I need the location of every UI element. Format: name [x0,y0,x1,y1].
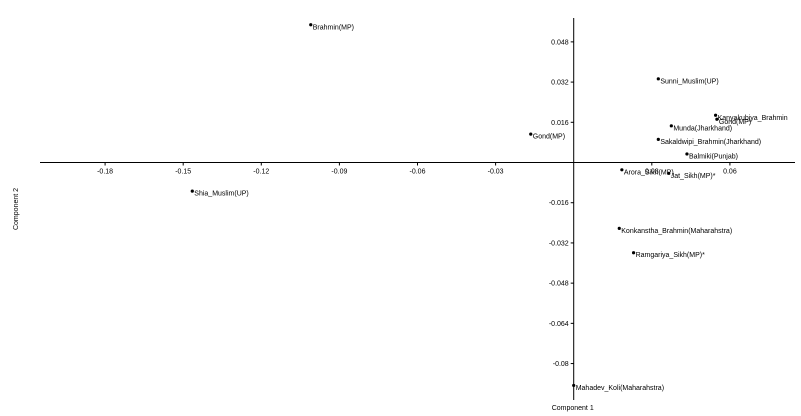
x-tick-label: 0.03 [645,169,659,176]
data-point [620,168,624,172]
y-tick-label: -0.016 [549,200,569,207]
y-tick-label: 0.032 [551,80,569,87]
data-point-label: Brahmin(MP) [313,24,354,31]
data-point-label: Balmiki(Punjab) [689,153,738,160]
data-point-label: Ramgariya_Sikh(MP)* [636,252,706,259]
x-tick-label: -0.18 [97,169,113,176]
data-point-label: Sunni_Muslim(UP) [660,78,718,85]
y-tick-label: 0.048 [551,39,569,46]
data-point-label: Gond(MP) [533,134,565,141]
data-point [656,77,660,81]
data-point [667,171,671,175]
data-point-label: Sakaldwipi_Brahmin(Jharkhand) [660,139,761,146]
data-point-label: Jat_Sikh(MP)* [671,173,716,180]
x-tick-label: -0.06 [410,169,426,176]
y-ticks: 0.048 0.032 0.016 -0.016 -0.032 -0.048 -0.064 -… [549,39,574,368]
y-tick-label: -0.064 [549,321,569,328]
data-point [190,189,194,193]
data-point [713,113,718,117]
data-point [617,226,621,230]
y-tick-label: 0.016 [551,120,569,127]
x-tick-label: -0.09 [331,169,347,176]
data-point-label: Kanyakubjya_Brahmin [718,115,788,122]
data-point-label: Konkanstha_Brahmin(Maharahstra) [621,228,732,235]
data-point-label: Mahadev_Koli(Maharahstra) [576,385,664,392]
y-tick-label: -0.08 [553,361,569,368]
y-tick-label: -0.032 [549,240,569,247]
x-ticks: -0.18 -0.15 -0.12 -0.09 -0.06 -0.03 0.03 0.06 [97,162,737,176]
x-tick-label: -0.12 [253,169,269,176]
x-axis-title: Component 1 [552,405,594,412]
data-point [685,152,689,156]
x-tick-label: -0.03 [488,169,504,176]
data-point [572,383,576,388]
x-tick-label: -0.15 [175,169,191,176]
data-point-label: Gond(MP) [719,119,751,126]
axes [40,18,795,400]
data-points: Brahmin(MP) Sunni_Muslim(UP) Kanyakubjya_B… [190,23,788,392]
y-axis-title: Component 2 [13,188,20,230]
data-point-label: Shia_Muslim(UP) [194,191,248,198]
data-point [631,251,636,255]
data-point [309,23,313,27]
y-tick-label: -0.048 [549,281,569,288]
x-tick-label: 0.06 [723,169,737,176]
data-point-label: Arora_Sikh(MP) [624,169,674,176]
data-point [669,124,673,128]
data-point [656,137,660,141]
data-point [529,132,533,136]
data-point-label: Munda(Jharkhand) [673,125,732,132]
data-point [715,117,719,121]
